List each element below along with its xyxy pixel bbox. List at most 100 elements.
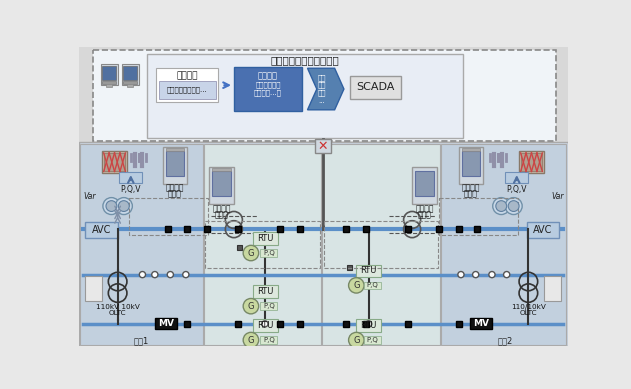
Bar (322, 144, 440, 345)
Bar (456, 321, 462, 327)
Text: 电压、有功、无功...: 电压、有功、无功... (167, 86, 208, 93)
Text: RTU: RTU (257, 321, 274, 330)
Text: 母线2: 母线2 (497, 336, 513, 345)
Bar (165, 226, 171, 232)
Circle shape (473, 272, 479, 278)
Bar (85, 276, 102, 301)
Bar (364, 336, 381, 344)
Text: 110/10kV: 110/10kV (511, 304, 546, 310)
Bar (343, 226, 350, 232)
Text: RTU: RTU (360, 321, 377, 330)
Bar (505, 172, 528, 183)
Text: 功率: 功率 (317, 82, 326, 88)
Text: G: G (353, 336, 360, 345)
Bar (127, 84, 133, 88)
Bar (324, 221, 439, 268)
Bar (462, 151, 480, 176)
Text: 主动配电网运行决策系统: 主动配电网运行决策系统 (271, 56, 339, 65)
Bar (93, 50, 555, 140)
Bar (519, 151, 544, 173)
Bar (412, 167, 437, 204)
Circle shape (139, 272, 146, 278)
Bar (456, 226, 462, 232)
Text: 网络模型: 网络模型 (258, 72, 278, 81)
Bar (212, 168, 231, 172)
Bar (253, 232, 278, 245)
Text: 母线1: 母线1 (133, 336, 148, 345)
Text: 控制器: 控制器 (464, 189, 478, 198)
Bar (80, 144, 203, 345)
Bar (474, 321, 480, 327)
Bar (79, 142, 568, 346)
Text: 拓扑信息...）: 拓扑信息...） (254, 89, 282, 96)
Text: P,Q: P,Q (263, 250, 274, 256)
Bar (253, 286, 278, 298)
Bar (316, 139, 331, 153)
Text: P,Q,V: P,Q,V (121, 185, 141, 194)
Bar (237, 245, 242, 250)
Text: G: G (353, 281, 360, 290)
Bar (357, 319, 381, 331)
Text: Var: Var (83, 192, 96, 202)
Bar (155, 319, 177, 329)
Bar (363, 321, 369, 327)
Bar (415, 172, 434, 196)
Bar (459, 147, 483, 184)
Bar (102, 81, 116, 84)
Bar (470, 319, 492, 329)
Bar (253, 319, 278, 331)
Bar (297, 321, 303, 327)
Text: RTU: RTU (257, 287, 274, 296)
Bar (462, 148, 480, 151)
Bar (123, 81, 137, 84)
Text: Var: Var (551, 192, 564, 202)
Bar (106, 84, 112, 88)
Bar (122, 64, 139, 85)
Text: OLTC: OLTC (109, 310, 126, 316)
Polygon shape (307, 68, 344, 110)
Bar (363, 226, 369, 232)
Text: （量测信息、: （量测信息、 (255, 82, 281, 88)
Text: SCADA: SCADA (357, 82, 395, 93)
Text: G: G (248, 249, 254, 258)
Circle shape (106, 201, 117, 212)
Circle shape (504, 272, 510, 278)
Bar (205, 221, 320, 268)
Circle shape (115, 198, 133, 215)
Circle shape (489, 272, 495, 278)
Text: OLTC: OLTC (519, 310, 537, 316)
Circle shape (103, 198, 120, 215)
Circle shape (505, 198, 522, 215)
Text: ...: ... (318, 98, 325, 103)
Circle shape (262, 321, 268, 327)
Bar (129, 198, 208, 235)
Text: G: G (248, 336, 254, 345)
Circle shape (508, 201, 519, 212)
Text: P,Q: P,Q (367, 337, 379, 343)
Bar (364, 282, 381, 289)
Text: P,Q: P,Q (263, 303, 274, 309)
Text: 控制器: 控制器 (215, 210, 228, 219)
Bar (260, 302, 277, 310)
Circle shape (243, 332, 259, 348)
Circle shape (243, 245, 259, 261)
Text: RTU: RTU (257, 234, 274, 243)
Bar (166, 148, 184, 151)
Bar (184, 321, 191, 327)
Text: AVC: AVC (533, 225, 553, 235)
Bar (357, 265, 381, 277)
Text: ✕: ✕ (318, 140, 328, 152)
Bar (350, 76, 401, 99)
Bar (209, 167, 234, 204)
Text: 控制器: 控制器 (168, 189, 182, 198)
Bar (102, 66, 116, 80)
Circle shape (243, 298, 259, 314)
Bar (119, 172, 143, 183)
Text: 110kV 10kV: 110kV 10kV (96, 304, 139, 310)
Bar (156, 68, 218, 102)
Bar (260, 336, 277, 344)
Bar (436, 226, 442, 232)
Text: 协同交互: 协同交互 (166, 183, 184, 192)
Bar (163, 147, 187, 184)
Bar (103, 153, 126, 172)
